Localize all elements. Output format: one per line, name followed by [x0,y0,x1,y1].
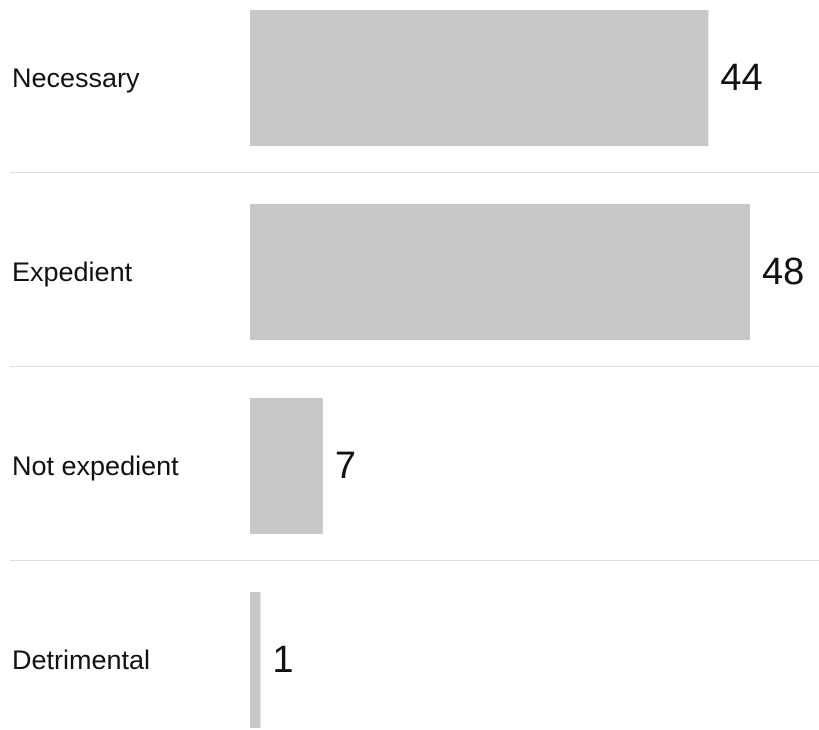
category-label: Not expedient [12,451,179,481]
value-label: 1 [272,639,293,681]
bar [250,204,750,340]
value-label: 48 [762,251,804,293]
bar [250,398,323,534]
category-label: Expedient [12,257,133,287]
bar [250,592,261,728]
value-label: 44 [720,57,762,99]
category-label: Detrimental [12,645,150,675]
value-label: 7 [335,445,356,487]
bar [250,10,709,146]
category-label: Necessary [12,63,140,93]
